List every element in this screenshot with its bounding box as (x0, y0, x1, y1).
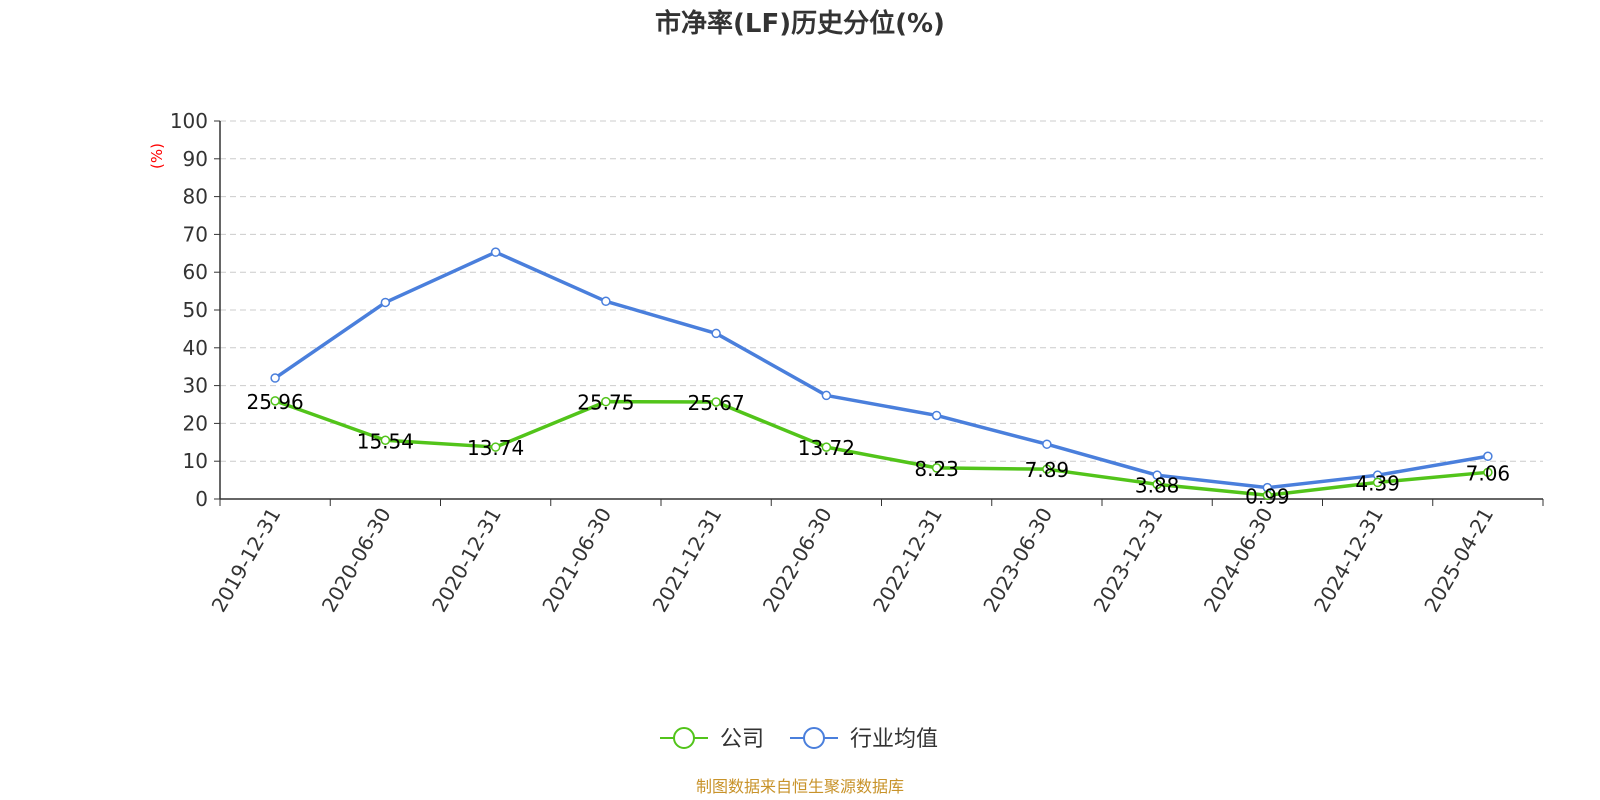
company-data-point (490, 442, 501, 452)
x-tick-label: 2019-12-31 (207, 504, 286, 617)
industry-average-data-point (931, 410, 942, 421)
company-data-point (1262, 490, 1273, 501)
company-data-label: 7.06 (1466, 461, 1511, 485)
industry-average-data-point (380, 297, 391, 308)
grid-lines (220, 120, 1543, 462)
x-tick-label: 2022-12-31 (868, 504, 947, 617)
industry-average-data-point (821, 390, 832, 401)
company-data-point (1483, 467, 1493, 478)
data-labels: 25.96 15.54 13.74 25.75 25.67 13.72 8.23 7.89 3.… (246, 390, 1510, 508)
y-tick-label: 20 (183, 411, 208, 435)
y-tick-label: 60 (183, 260, 208, 284)
legend[interactable]: 公司 行业均值 (660, 727, 938, 752)
x-tick-label: 2020-06-30 (317, 504, 396, 617)
legend-company-label: 公司 (720, 727, 764, 752)
company-data-point (601, 396, 611, 407)
y-tick-label: 40 (183, 336, 208, 360)
x-tick-label: 2020-12-31 (427, 504, 506, 617)
company-data-label: 25.67 (687, 391, 744, 415)
legend-industry-marker (803, 727, 825, 749)
series-lines (270, 247, 1493, 501)
company-series-line (273, 399, 1490, 498)
y-tick-label: 80 (183, 185, 208, 209)
y-tick-label: 70 (183, 222, 208, 246)
company-data-label: 4.39 (1355, 471, 1400, 495)
industry-average-data-point (711, 328, 721, 339)
legend-item-industry-average[interactable]: 行业均值 (790, 727, 938, 752)
company-data-point (270, 396, 280, 406)
x-tick-label: 2022-06-30 (758, 504, 837, 617)
y-tick-label: 100 (170, 109, 208, 133)
y-axis-unit-label: (%) (148, 143, 166, 169)
industry-average-data-point (490, 247, 501, 257)
legend-company-marker (673, 727, 695, 749)
company-data-label: 25.75 (577, 391, 634, 415)
company-data-label: 15.54 (357, 429, 414, 453)
x-tick-label: 2025-04-21 (1419, 504, 1498, 617)
company-data-point (1152, 479, 1162, 490)
industry-average-data-point (1483, 451, 1493, 462)
industry-average-data-point (1042, 439, 1052, 449)
company-data-point (711, 397, 721, 407)
company-data-label: 3.88 (1135, 473, 1180, 497)
y-tick-label: 10 (183, 449, 208, 473)
x-tick-label: 2021-12-31 (648, 504, 727, 617)
y-tick-label: 50 (183, 298, 208, 322)
legend-item-company[interactable]: 公司 (660, 727, 764, 752)
data-source-note: 制图数据来自恒生聚源数据库 (696, 777, 904, 796)
company-data-label: 7.89 (1025, 458, 1070, 482)
x-tick-label: 2024-12-31 (1309, 504, 1388, 617)
company-data-point (380, 435, 391, 446)
company-data-label: 13.72 (798, 436, 855, 460)
x-tick-label: 2023-12-31 (1089, 504, 1168, 617)
company-data-point (931, 463, 942, 473)
company-data-label: 8.23 (914, 457, 959, 481)
company-data-label: 25.96 (246, 390, 303, 414)
company-data-point (821, 442, 832, 452)
x-tick-label: 2024-06-30 (1199, 504, 1278, 617)
industry-average-series-line (273, 250, 1490, 490)
company-data-point (1042, 464, 1052, 474)
industry-average-data-point (270, 373, 280, 383)
industry-average-data-point (1152, 470, 1162, 480)
legend-industry-label: 行业均值 (850, 727, 938, 752)
company-data-label: 0.99 (1245, 484, 1290, 508)
x-tick-label: 2023-06-30 (978, 504, 1057, 617)
y-tick-label: 90 (183, 147, 208, 171)
y-tick-label: 30 (183, 374, 208, 398)
y-tick-label: 0 (195, 487, 208, 511)
company-data-label: 13.74 (467, 436, 524, 460)
axes: 0 10 20 30 40 50 60 70 80 90 100 2019-12-31 2020-06-… (170, 109, 1544, 617)
chart-title: 市净率(LF)历史分位(%) (655, 8, 945, 39)
company-data-point (1372, 477, 1383, 488)
industry-average-data-point (601, 296, 611, 307)
x-tick-label: 2021-06-30 (537, 504, 616, 617)
